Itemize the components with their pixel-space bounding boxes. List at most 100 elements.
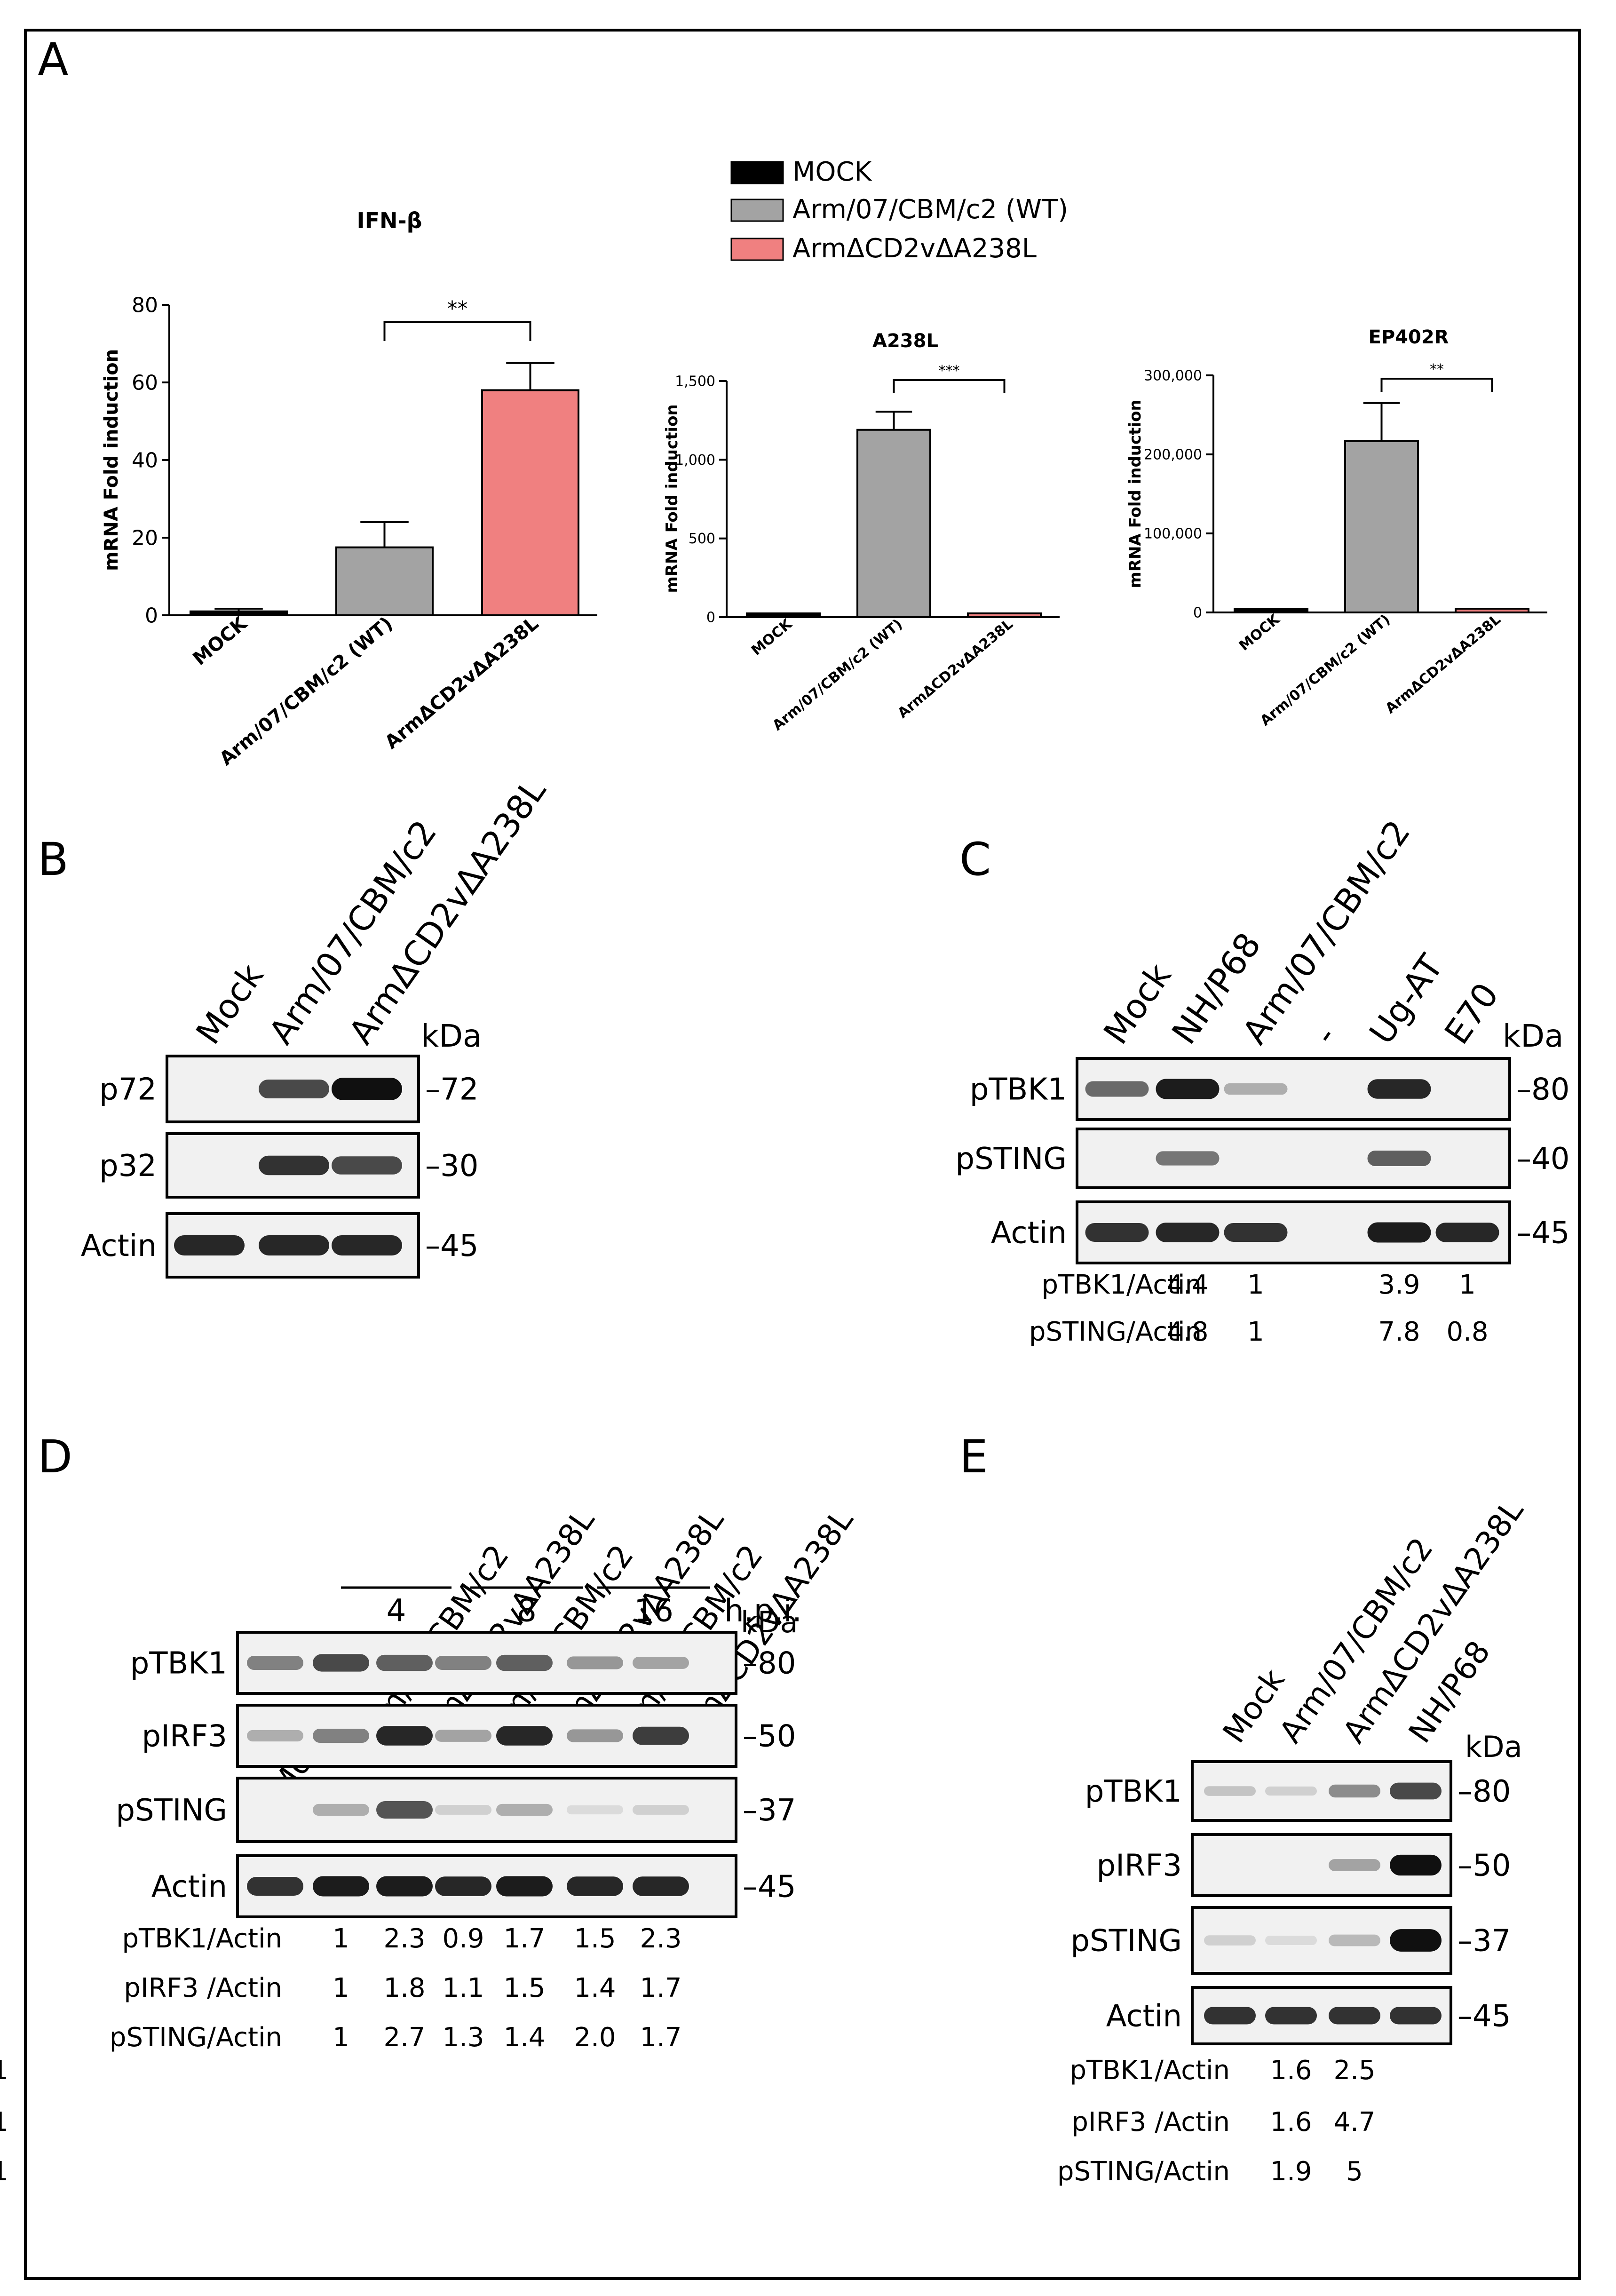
- figure-border: [24, 29, 1581, 2280]
- blot-kda-marker: –45: [425, 1229, 478, 1263]
- blot-quant-value: 1.6: [1270, 2107, 1312, 2137]
- blot-quant-value: 1.7: [640, 2022, 681, 2053]
- blot-band: [1367, 1151, 1431, 1166]
- blot-row-label: Actin: [151, 1869, 227, 1904]
- chart-significance-bracket: [383, 321, 531, 341]
- blot-band: [435, 1730, 491, 1742]
- blot-band: [1156, 1079, 1220, 1099]
- chart-tick-label: 20: [132, 526, 158, 550]
- blot-band: [1390, 2007, 1442, 2025]
- blot-band: [567, 1656, 623, 1669]
- chart-bar: [335, 546, 434, 616]
- blot-quant-label: pSTING/Actin: [1057, 2156, 1230, 2187]
- blot-band: [1367, 1079, 1431, 1099]
- blot-band: [496, 1803, 553, 1816]
- blot-lane-label: Ug-AT: [1362, 947, 1451, 1051]
- chart-tick-label: 1,500: [675, 373, 715, 390]
- blot-quant-value: 1.7: [640, 1973, 681, 2003]
- blot-band: [376, 1726, 433, 1746]
- blot-band: [247, 1655, 303, 1670]
- chart-title: IFN-β: [356, 208, 422, 233]
- chart-title: EP402R: [1369, 326, 1449, 348]
- chart-legend: MOCK Arm/07/CBM/c2 (WT) ArmΔCD2vΔA238L: [730, 157, 1068, 264]
- blot-band: [1329, 2007, 1380, 2025]
- chart-tick-label: 1,000: [675, 452, 715, 469]
- chart-a238l: A238L mRNA Fold induction 0 500 1,000 1,500 MO…: [663, 330, 1060, 734]
- blot-band: [1204, 1935, 1256, 1946]
- chart-category-label: MOCK: [189, 612, 252, 670]
- blot-quant-value: 1.9: [1270, 2156, 1312, 2187]
- chart-category-label: Arm/07/CBM/c2 (WT): [1257, 611, 1394, 729]
- blot-row-label: pTBK1: [1085, 1774, 1182, 1809]
- chart-bar: [746, 612, 821, 618]
- blot-row-label: pSTING: [1070, 1923, 1182, 1958]
- blot-kda-unit: kDa: [1503, 1018, 1564, 1054]
- timepoint-label: 4: [387, 1593, 406, 1629]
- chart-significance-label: **: [1430, 361, 1444, 378]
- legend-label: MOCK: [792, 157, 872, 187]
- blot-row-label: pSTING: [955, 1142, 1067, 1176]
- blot-band: [1390, 1929, 1442, 1952]
- blot-quant-value: 3.9: [1378, 1270, 1420, 1300]
- blot-lane-label: Mock: [1216, 1662, 1292, 1750]
- blot-band: [1156, 1151, 1220, 1166]
- blot-band: [633, 1726, 689, 1745]
- panel-letter-d: D: [38, 1430, 72, 1483]
- blot-quant-value: 1: [1459, 1270, 1476, 1300]
- blot-band: [174, 1235, 245, 1256]
- blot-band: [1156, 1223, 1220, 1242]
- panel-letter-c: C: [959, 833, 991, 886]
- blot-band: [1367, 1222, 1431, 1243]
- blot-band: [496, 1876, 553, 1897]
- blot-quant-value: 2.7: [383, 2022, 425, 2053]
- blot-band: [633, 1805, 689, 1815]
- panel-letter-b: B: [38, 833, 69, 886]
- blot-quant-value: 4.8: [1166, 1317, 1208, 1347]
- chart-category-label: ArmΔCD2vΔA238L: [1382, 611, 1504, 717]
- chart-bar: [856, 429, 931, 618]
- chart-bar: [1344, 440, 1419, 613]
- chart-tick-label: 200,000: [1144, 447, 1202, 463]
- blot-band: [376, 1876, 433, 1897]
- blot-band: [1224, 1223, 1288, 1242]
- timepoint-unit: h.p.i.: [724, 1593, 802, 1629]
- chart-category-label: Arm/07/CBM/c2 (WT): [769, 616, 906, 734]
- blot-quant-value: 1: [333, 1923, 349, 1954]
- chart-tick-label: 40: [132, 448, 158, 472]
- blot-lane-label: Mock: [1096, 956, 1179, 1051]
- blot-quant-value: 2.3: [383, 1923, 425, 1954]
- blot-quant-value: 7.8: [1378, 1317, 1420, 1347]
- blot-kda-marker: –80: [1458, 1774, 1511, 1809]
- blot-band: [567, 1729, 623, 1742]
- blot-kda-marker: –50: [1458, 1848, 1511, 1883]
- blot-band: [567, 1805, 623, 1815]
- chart-tick-label: 0: [1193, 605, 1202, 621]
- blot-kda-marker: –80: [743, 1646, 796, 1681]
- blot-quant-label: pTBK1/Actin: [1069, 2055, 1230, 2086]
- chart-significance-bracket: [893, 379, 1006, 393]
- chart-category-label: MOCK: [748, 615, 796, 659]
- blot-quant-value: 1: [333, 2022, 349, 2053]
- chart-tick-label: 0: [145, 604, 158, 628]
- blot-kda-marker: –30: [425, 1149, 478, 1184]
- blot-quant-value: 1: [333, 1973, 349, 2003]
- blot-band: [1265, 2007, 1317, 2025]
- chart-bar: [481, 389, 579, 616]
- blot-quant-value: 4.7: [1333, 2107, 1375, 2137]
- chart-tick-label: 0: [706, 610, 715, 626]
- blot-band: [1224, 1083, 1288, 1095]
- blot-row-label: pTBK1: [970, 1072, 1067, 1107]
- blot-row-label: p72: [99, 1072, 157, 1107]
- blot-kda-marker: –80: [1516, 1072, 1569, 1107]
- blot-kda-unit: kDa: [421, 1018, 482, 1054]
- chart-significance-bracket: [1380, 378, 1493, 392]
- blot-strip: [1076, 1200, 1511, 1264]
- blot-band: [1329, 1784, 1380, 1798]
- chart-title: A238L: [872, 330, 938, 352]
- timepoint-label: 8: [517, 1593, 537, 1629]
- blot-band: [247, 1730, 303, 1742]
- blot-band: [633, 1876, 689, 1896]
- blot-quant-value: 1: [0, 2156, 8, 2187]
- blot-lane-label: E70: [1437, 976, 1506, 1051]
- panel-letter-a: A: [38, 33, 69, 86]
